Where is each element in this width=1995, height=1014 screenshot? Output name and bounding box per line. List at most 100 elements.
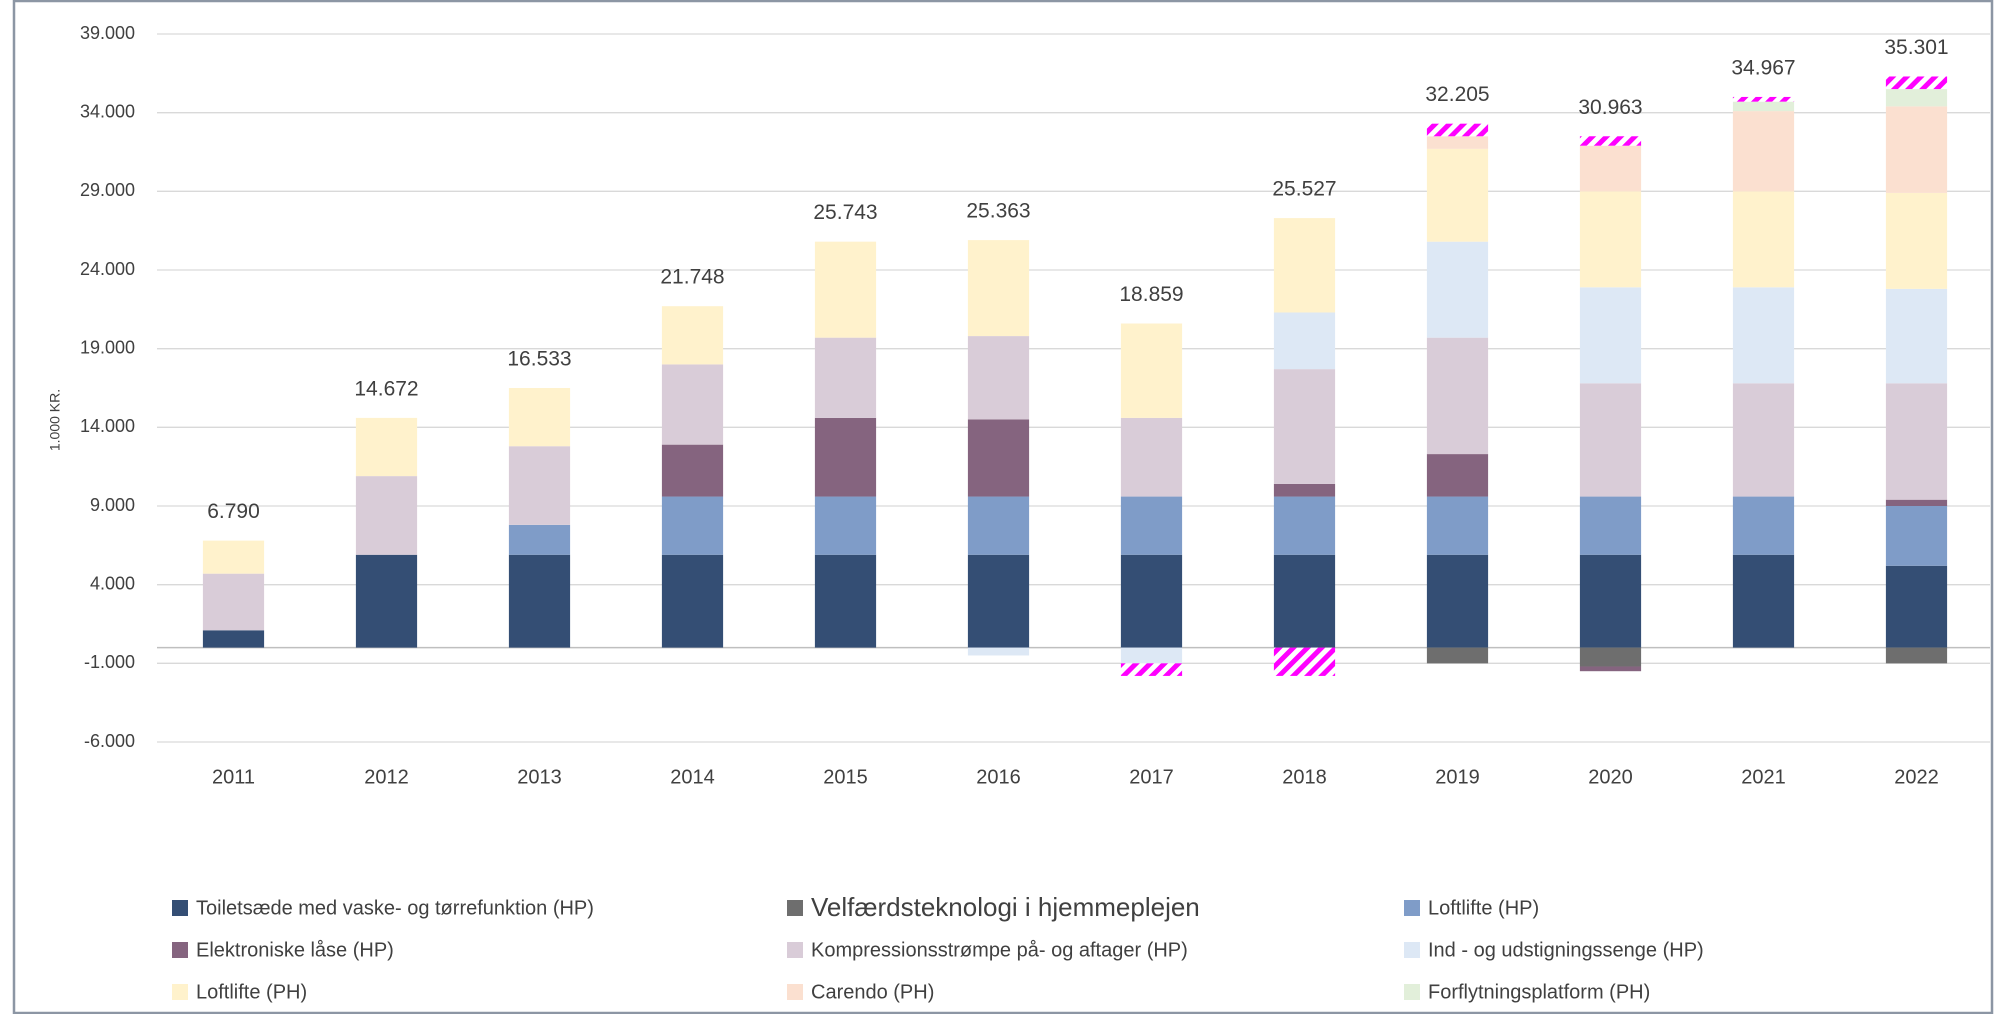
bar-segment [1426, 241, 1489, 338]
bar-segment [967, 336, 1030, 420]
bar-segment [1579, 191, 1642, 288]
legend-swatch [1404, 942, 1420, 958]
y-tick-label: 19.000 [80, 337, 135, 357]
total-label: 14.672 [354, 377, 418, 400]
y-tick-label: 24.000 [80, 259, 135, 279]
chart-frame [12, 0, 1994, 1014]
bar-segment [814, 554, 877, 648]
x-tick-label: 2019 [1435, 766, 1480, 788]
bar-segment [1120, 647, 1183, 664]
bar-segment [661, 306, 724, 365]
bar-segment [1579, 145, 1642, 192]
legend-label: Loftlifte (HP) [1428, 897, 1539, 919]
bar-segment [1579, 496, 1642, 555]
legend-swatch [172, 984, 188, 1000]
bar-segment [1732, 287, 1795, 384]
bar-segment [1426, 136, 1489, 149]
bar-segment [508, 554, 571, 648]
bar-segment [1273, 369, 1336, 484]
x-tick-label: 2011 [212, 766, 255, 788]
bar-segment [355, 476, 418, 555]
x-tick-label: 2021 [1741, 766, 1786, 788]
total-label: 6.790 [207, 500, 260, 523]
bar-segment [1579, 383, 1642, 497]
bar-segment [1732, 111, 1795, 192]
x-tick-label: 2014 [670, 766, 715, 788]
bar-segment [1732, 191, 1795, 288]
bar-segment [814, 417, 877, 497]
total-label: 34.967 [1731, 56, 1795, 79]
bar-segment [1885, 506, 1948, 566]
bar-segment [1426, 123, 1489, 137]
bar-segment [814, 496, 877, 555]
x-tick-label: 2017 [1129, 766, 1174, 788]
legend-swatch [787, 942, 803, 958]
y-axis-label: 1.000 KR. [47, 389, 63, 451]
legend-label: Loftlifte (PH) [196, 981, 307, 1003]
bar-segment [1426, 148, 1489, 242]
legend-swatch [787, 900, 803, 916]
total-label: 25.527 [1272, 178, 1336, 201]
x-tick-label: 2022 [1894, 766, 1939, 788]
bar-segment [661, 444, 724, 497]
y-tick-label: 39.000 [80, 23, 135, 43]
bar-segment [967, 496, 1030, 555]
bar-segment [1579, 287, 1642, 384]
bar-segment [1273, 218, 1336, 313]
bar-segment [1273, 554, 1336, 648]
bar-segment [661, 496, 724, 555]
bar-segment [1120, 663, 1183, 676]
bar-segment [1273, 496, 1336, 555]
legend-label: Carendo (PH) [811, 981, 934, 1003]
y-tick-label: 9.000 [90, 495, 135, 515]
bar-segment [202, 540, 265, 574]
legend-swatch [1404, 900, 1420, 916]
bar-segment [508, 388, 571, 447]
bar-segment [1732, 101, 1795, 112]
bar-segment [202, 573, 265, 631]
bar-segment [1426, 647, 1489, 664]
bar-segment [1426, 337, 1489, 455]
legend-label: Forflytningsplatform (PH) [1428, 981, 1650, 1003]
legend-label: Elektroniske låse (HP) [196, 939, 394, 961]
bar-segment [1732, 554, 1795, 648]
bar-segment [1885, 383, 1948, 500]
bar-segment [508, 524, 571, 555]
y-tick-label: -6.000 [84, 731, 135, 751]
total-label: 21.748 [660, 266, 724, 289]
x-tick-label: 2018 [1282, 766, 1327, 788]
bar-segment [1579, 554, 1642, 648]
bar-segment [1273, 483, 1336, 497]
bar-segment [814, 337, 877, 418]
y-tick-label: 29.000 [80, 180, 135, 200]
bar-segment [1579, 647, 1642, 667]
legend-swatch [787, 984, 803, 1000]
bar-segment [1426, 454, 1489, 497]
bar-segment [1732, 496, 1795, 555]
bar-segment [1579, 666, 1642, 672]
total-label: 25.743 [813, 201, 877, 224]
y-tick-label: 4.000 [90, 573, 135, 593]
bar-segment [1885, 499, 1948, 506]
bar-segment [1120, 496, 1183, 555]
y-tick-label: 14.000 [80, 416, 135, 436]
total-label: 35.301 [1884, 36, 1948, 59]
x-tick-label: 2020 [1588, 766, 1633, 788]
bar-segment [1120, 417, 1183, 497]
bar-segment [967, 419, 1030, 497]
bar-segment [355, 417, 418, 477]
bar-segment [1885, 89, 1948, 107]
x-tick-label: 2013 [517, 766, 562, 788]
y-tick-label: -1.000 [84, 652, 135, 672]
bar-segment [814, 241, 877, 338]
x-tick-label: 2012 [364, 766, 409, 788]
legend-label: Velfærdsteknologi i hjemmeplejen [811, 892, 1200, 922]
bar-segment [661, 364, 724, 445]
bar-segment [1885, 192, 1948, 289]
x-tick-label: 2015 [823, 766, 868, 788]
bar-segment [967, 647, 1030, 656]
x-tick-label: 2016 [976, 766, 1021, 788]
bar-segment [967, 240, 1030, 337]
total-label: 18.859 [1119, 283, 1183, 306]
bar-segment [1885, 106, 1948, 193]
